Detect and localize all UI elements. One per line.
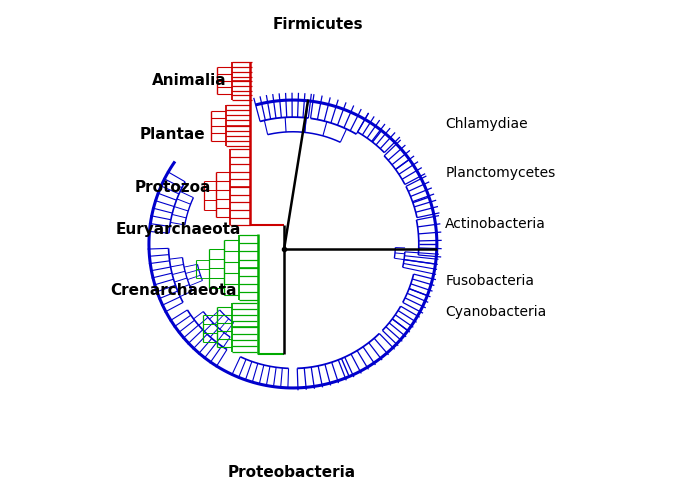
Text: Euryarchaeota: Euryarchaeota — [116, 222, 241, 237]
Text: Animalia: Animalia — [153, 73, 227, 88]
Text: Chlamydiae: Chlamydiae — [445, 118, 528, 131]
Text: Protozoa: Protozoa — [134, 181, 211, 195]
Text: Plantae: Plantae — [139, 127, 205, 142]
Text: Crenarchaeota: Crenarchaeota — [110, 283, 237, 298]
Text: Planctomycetes: Planctomycetes — [445, 166, 555, 180]
Text: Proteobacteria: Proteobacteria — [228, 465, 356, 480]
Text: Actinobacteria: Actinobacteria — [445, 218, 546, 231]
Text: Fusobacteria: Fusobacteria — [445, 274, 534, 287]
Text: Firmicutes: Firmicutes — [273, 17, 363, 32]
Text: Cyanobacteria: Cyanobacteria — [445, 305, 547, 319]
